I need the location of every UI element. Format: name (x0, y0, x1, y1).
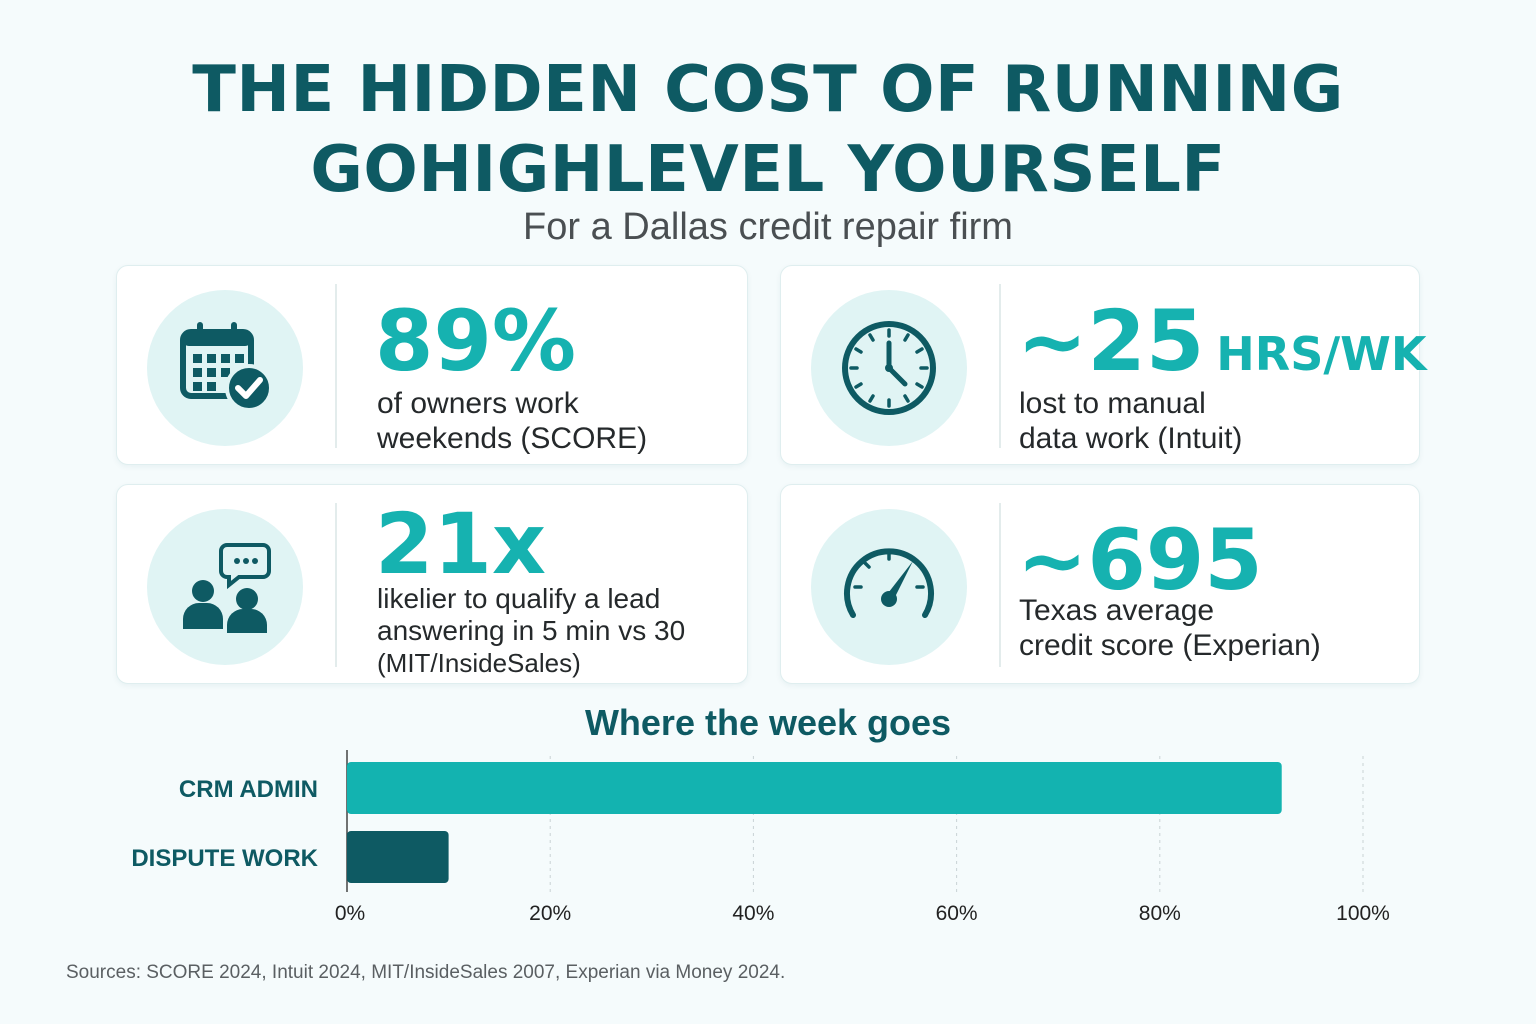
bar-chart: CRM ADMIN DISPUTE WORK 0% 20% 40% 60% 80% 100% (131, 750, 1390, 925)
clock-icon (842, 321, 936, 415)
stat-description: Texas average credit score (Experian) (1019, 593, 1379, 663)
stat-number: ~25 (1017, 292, 1205, 390)
bar (347, 762, 1282, 814)
bar (347, 831, 449, 883)
stat-number: ~695 (1017, 511, 1263, 609)
stat-value: ~695 (1017, 513, 1263, 607)
stat-description: likelier to qualify a lead answering in … (377, 583, 737, 679)
stat-desc-line: likelier to qualify a lead (377, 583, 661, 614)
card-divider (999, 503, 1001, 667)
stat-card-hours: ~25 HRS/WK lost to manual data work (Intu… (780, 265, 1427, 465)
stat-desc-line: answering in 5 min vs 30 (377, 615, 686, 646)
stat-desc-line: credit score (Experian) (1019, 629, 1321, 662)
tick-label: 40% (732, 902, 774, 925)
stat-desc-line: data work (Intuit) (1019, 422, 1243, 455)
stat-description: lost to manual data work (Intuit) (1019, 386, 1379, 456)
category-label: DISPUTE WORK (131, 845, 318, 872)
stat-desc-line: (MIT/InsideSales) (377, 648, 581, 678)
stat-number: 89% (375, 292, 577, 390)
card-divider (999, 284, 1001, 448)
chart-title: Where the week goes (584, 702, 952, 743)
stat-card-credit-score: ~695 Texas average credit score (Experia… (780, 484, 1420, 684)
stat-card-lead-response: 21x likelier to qualify a lead answering… (116, 484, 748, 684)
stat-value: ~25 HRS/WK (1017, 294, 1427, 401)
stat-desc-line: weekends (SCORE) (377, 422, 648, 455)
tick-label: 0% (335, 902, 365, 925)
tick-label: 20% (529, 902, 571, 925)
stat-desc-line: of owners work (377, 387, 579, 420)
stat-value: 89% (375, 294, 576, 388)
sources-footnote: Sources: SCORE 2024, Intuit 2024, MIT/In… (66, 962, 786, 983)
card-divider (335, 284, 337, 448)
stat-description: of owners work weekends (SCORE) (377, 386, 737, 456)
category-label: CRM ADMIN (179, 776, 318, 803)
gauge-icon (844, 548, 934, 618)
tick-label: 100% (1336, 902, 1390, 925)
tick-label: 80% (1139, 902, 1181, 925)
stat-card-weekends: 89% of owners work weekends (SCORE) (116, 265, 748, 465)
tick-label: 60% (936, 902, 978, 925)
stat-desc-line: lost to manual (1019, 387, 1206, 420)
page-title: THE HIDDEN COST OF RUNNING GOHIGHLEVEL Y… (0, 50, 1536, 210)
title-line-1: THE HIDDEN COST OF RUNNING (192, 53, 1344, 127)
stat-value: 21x (375, 497, 546, 591)
title-line-2: GOHIGHLEVEL YOURSELF (310, 133, 1226, 207)
stat-desc-line: Texas average (1019, 594, 1215, 627)
icon-circle (147, 509, 303, 665)
calendar-check-icon (180, 322, 273, 412)
subtitle: For a Dallas credit repair firm (523, 206, 1013, 248)
stat-number: 21x (375, 495, 547, 593)
card-divider (335, 503, 337, 667)
icon-circle (811, 509, 967, 665)
icon-circle (147, 290, 303, 446)
stat-unit: HRS/WK (1216, 327, 1427, 381)
people-chat-icon (183, 543, 271, 633)
icon-circle (811, 290, 967, 446)
